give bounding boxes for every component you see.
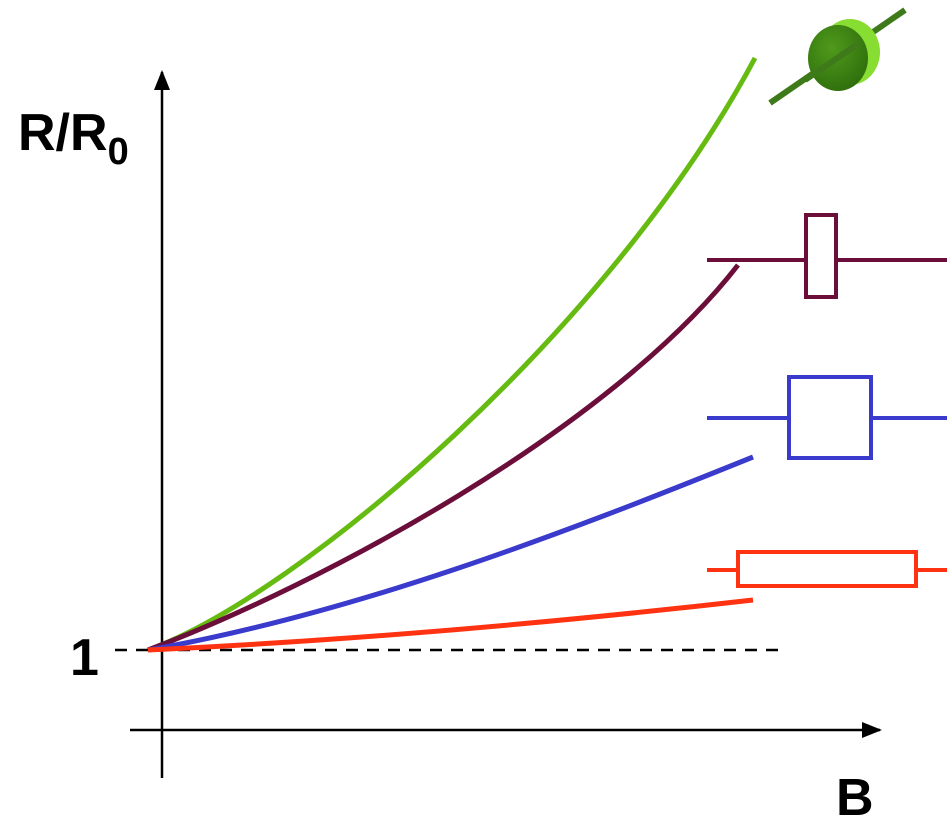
green-curve (147, 56, 758, 653)
y-axis-label: R/R0 (18, 104, 129, 173)
red-curve (147, 597, 754, 653)
x-axis-label: B (836, 769, 874, 820)
red-resistor (707, 550, 947, 588)
reference-label: 1 (70, 629, 99, 687)
maroon-resistor (707, 213, 947, 299)
green-component (768, 7, 907, 106)
maroon-curve (147, 263, 740, 653)
blue-curve (147, 454, 754, 653)
blue-resistor (707, 375, 947, 460)
